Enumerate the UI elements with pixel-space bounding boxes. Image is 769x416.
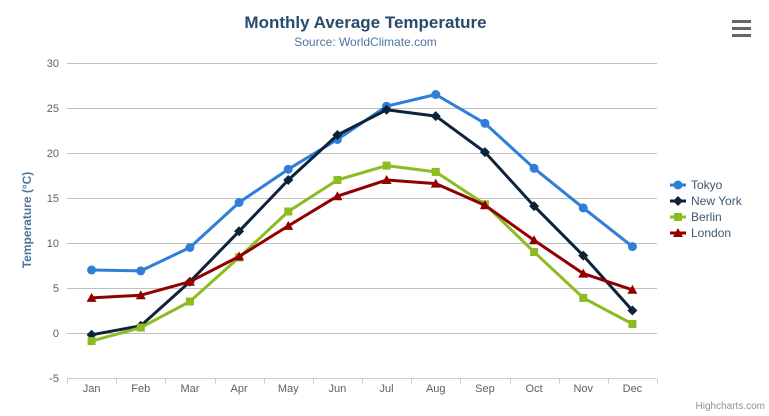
legend-item-london[interactable]: London <box>670 225 742 241</box>
legend-marker-icon <box>670 213 686 221</box>
credits-link[interactable]: Highcharts.com <box>695 401 765 412</box>
x-axis-label: Jun <box>329 383 347 395</box>
legend-marker-icon <box>670 180 686 190</box>
x-axis-label: Jul <box>380 383 394 395</box>
y-axis-label: 20 <box>47 148 59 160</box>
x-axis-label: Apr <box>231 383 248 395</box>
x-axis-label: Feb <box>131 383 150 395</box>
series-tokyo[interactable] <box>87 90 637 276</box>
series-london[interactable] <box>86 175 638 302</box>
legend-label: New York <box>691 194 742 208</box>
y-axis-label: 5 <box>53 283 59 295</box>
y-axis-label: 15 <box>47 193 59 205</box>
x-axis-label: Dec <box>623 383 643 395</box>
hamburger-icon <box>732 34 751 37</box>
legend-item-tokyo[interactable]: Tokyo <box>670 177 742 193</box>
x-axis-label: Jan <box>83 383 101 395</box>
y-axis-label: 0 <box>53 328 59 340</box>
y-axis-label: -5 <box>49 373 59 385</box>
x-axis-label: Oct <box>526 383 543 395</box>
legend-item-berlin[interactable]: Berlin <box>670 209 742 225</box>
x-axis-label: Sep <box>475 383 495 395</box>
y-axis-label: 25 <box>47 103 59 115</box>
legend: Tokyo New York Berlin London <box>670 177 742 241</box>
y-axis-label: 30 <box>47 58 59 70</box>
x-axis-label: Aug <box>426 383 446 395</box>
y-axis-title: Temperature (°C) <box>20 171 34 269</box>
x-axis-label: May <box>278 383 299 395</box>
legend-item-new-york[interactable]: New York <box>670 193 742 209</box>
legend-marker-icon <box>670 196 686 206</box>
chart-subtitle: Source: WorldClimate.com <box>294 35 437 49</box>
x-axis-label: Nov <box>573 383 593 395</box>
y-axis-label: 10 <box>47 238 59 250</box>
legend-label: Berlin <box>691 210 722 224</box>
hamburger-icon <box>732 27 751 30</box>
legend-label: Tokyo <box>691 178 723 192</box>
chart-title: Monthly Average Temperature <box>244 13 487 32</box>
x-axis-label: Mar <box>180 383 199 395</box>
series-new-york[interactable] <box>86 104 638 340</box>
hamburger-icon <box>732 20 751 23</box>
export-menu-button[interactable] <box>732 20 752 38</box>
legend-label: London <box>691 226 732 240</box>
legend-marker-icon <box>670 228 686 237</box>
